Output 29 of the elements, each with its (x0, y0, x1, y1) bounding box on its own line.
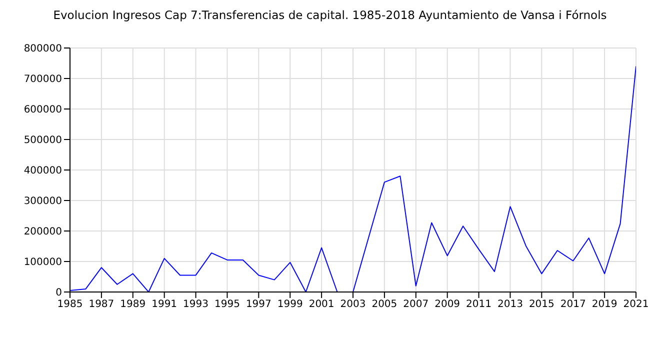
x-tick-label: 2013 (497, 299, 523, 310)
x-tick-label: 2017 (560, 299, 586, 310)
x-tick-label: 2021 (623, 299, 649, 310)
y-tick-label: 600000 (24, 104, 62, 116)
y-tick-label: 0 (56, 288, 62, 299)
y-tick-label: 200000 (24, 226, 62, 238)
y-tick-label: 500000 (24, 135, 62, 146)
y-tick-label: 400000 (24, 166, 62, 177)
x-tick-label: 1987 (88, 299, 114, 310)
x-tick-label: 2007 (403, 299, 429, 310)
x-tick-label: 1991 (152, 299, 178, 310)
x-tick-label: 2005 (372, 299, 398, 310)
x-tick-label: 1997 (246, 299, 272, 310)
y-tick-label: 300000 (24, 196, 62, 208)
x-tick-label: 1985 (57, 299, 83, 310)
x-tick-label: 2001 (308, 299, 334, 310)
y-tick-label: 700000 (24, 74, 62, 86)
x-tick-label: 1995 (214, 299, 240, 310)
x-tick-label: 2011 (466, 299, 492, 310)
x-tick-label: 1993 (183, 299, 209, 310)
x-tick-label: 1989 (120, 299, 146, 310)
y-tick-label: 800000 (24, 44, 62, 55)
x-tick-label: 1999 (277, 299, 303, 310)
x-tick-label: 2015 (528, 299, 554, 310)
x-tick-label: 2009 (434, 299, 460, 310)
y-tick-label: 100000 (24, 257, 62, 268)
x-tick-label: 2019 (592, 299, 618, 310)
chart-title: Evolucion Ingresos Cap 7:Transferencias de capital. 1985-2018 Ayuntamiento de Vansa i Fórnols (52, 8, 608, 24)
x-tick-label: 2003 (340, 299, 366, 310)
